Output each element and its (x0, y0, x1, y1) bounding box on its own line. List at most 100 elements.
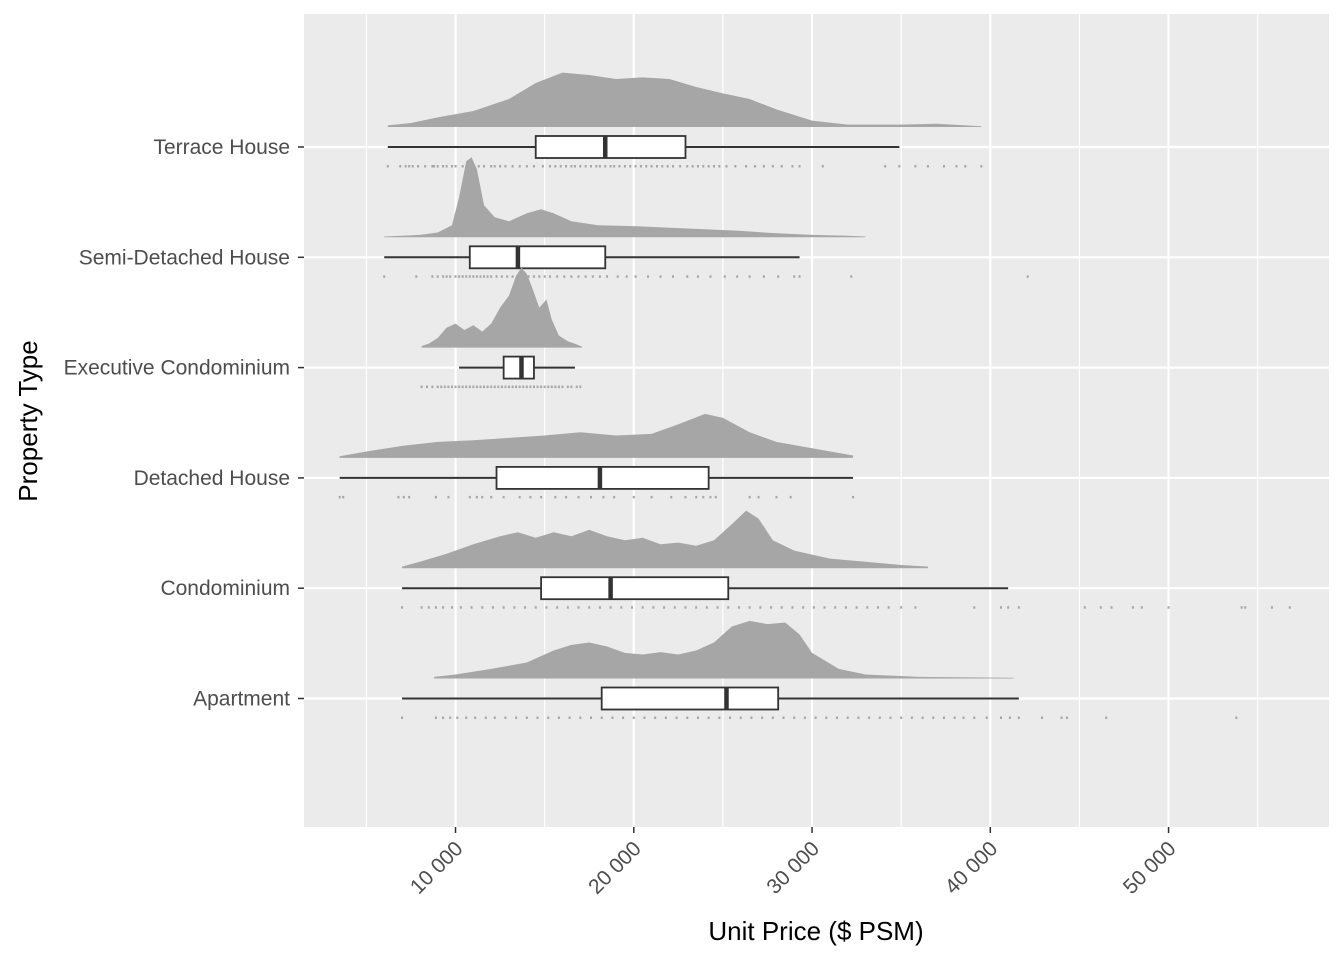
rain-point (431, 165, 434, 168)
rain-point (525, 385, 528, 389)
rain-point (670, 495, 673, 499)
rain-point (695, 495, 698, 499)
rain-point (579, 716, 582, 719)
x-tick-label: 10 000 (406, 837, 468, 899)
rain-point (771, 716, 774, 719)
rain-point (474, 716, 477, 719)
rain-point (980, 165, 983, 168)
rain-point (850, 275, 853, 278)
rain-point (490, 495, 493, 499)
rain-point (846, 716, 849, 719)
rain-point (475, 275, 478, 278)
rain-point (964, 165, 967, 168)
rain-point (650, 495, 653, 499)
rain-point (584, 165, 587, 168)
rain-point (401, 716, 404, 719)
rain-point (613, 165, 616, 168)
rain-point (468, 385, 471, 389)
rain-point (506, 275, 509, 278)
raincloud-layers (338, 72, 1291, 719)
rain-point (424, 165, 427, 168)
rain-point (450, 606, 453, 609)
rain-point (443, 385, 446, 389)
rain-point (454, 385, 457, 389)
rain-point (613, 495, 616, 499)
rain-point (714, 495, 717, 499)
rain-point (536, 716, 539, 719)
rain-point (814, 716, 817, 719)
rain-point (541, 165, 544, 168)
rain-point (729, 716, 732, 719)
rain-point (547, 716, 550, 719)
rain-point (1000, 606, 1002, 609)
rain-point (386, 165, 389, 168)
rain-point (622, 716, 625, 719)
rain-point (566, 606, 569, 609)
rain-point (468, 495, 471, 499)
rain-point (577, 606, 580, 609)
x-axis: 10 000 20 000 30 000 40 000 50 000 (406, 827, 1181, 899)
density-cloud (339, 413, 854, 458)
x-tick-label: 40 000 (941, 837, 1003, 899)
rain-point (436, 385, 439, 389)
rain-point (707, 165, 710, 168)
rain-point (632, 495, 635, 499)
rain-point (513, 606, 516, 609)
rain-point (549, 165, 551, 168)
rain-point (962, 716, 965, 719)
rain-point (565, 495, 568, 499)
rain-point (748, 495, 751, 499)
rain-point (436, 275, 439, 278)
rain-point (511, 385, 514, 389)
rain-point (486, 275, 489, 278)
rain-point (477, 165, 480, 168)
rain-point (625, 275, 628, 278)
rain-point (844, 606, 847, 609)
rain-point (461, 275, 464, 278)
rain-point (479, 275, 482, 278)
rain-point (718, 716, 721, 719)
rain-point (1017, 716, 1020, 719)
rain-point (953, 716, 956, 719)
x-axis-title: Unit Price ($ PSM) (708, 916, 923, 946)
series-condominium (401, 510, 1291, 609)
rain-point (479, 385, 482, 389)
rain-point (545, 606, 548, 609)
rain-point (643, 716, 646, 719)
rain-point (914, 165, 917, 168)
rain-point (556, 606, 559, 609)
rain-point (442, 165, 445, 168)
rain-point (472, 385, 475, 389)
rain-point (855, 606, 858, 609)
rain-point (493, 716, 496, 719)
rain-point (1244, 606, 1247, 609)
rain-point (866, 606, 869, 609)
rain-point (1000, 716, 1002, 719)
y-tick-label: Terrace House (153, 136, 290, 159)
rain-point (791, 165, 794, 168)
rain-point (634, 165, 637, 168)
rain-point (736, 275, 739, 278)
rain-point (486, 385, 489, 389)
rain-point (737, 606, 740, 609)
rain-point (440, 385, 443, 389)
rain-point (645, 165, 648, 168)
rain-point (942, 716, 945, 719)
rain-point (515, 716, 518, 719)
rain-point (679, 165, 682, 168)
rain-point (716, 606, 719, 609)
rain-point (465, 385, 468, 389)
rain-point (1110, 606, 1113, 609)
rain-point (518, 495, 521, 499)
rain-point (609, 165, 612, 168)
rain-point (481, 495, 484, 499)
rain-point (399, 165, 402, 168)
rain-point (789, 495, 792, 499)
rain-point (1041, 716, 1043, 719)
x-tick-label: 20 000 (584, 837, 646, 899)
rain-point (459, 606, 462, 609)
rain-point (852, 495, 855, 499)
rain-point (408, 495, 411, 499)
rain-point (497, 385, 500, 389)
